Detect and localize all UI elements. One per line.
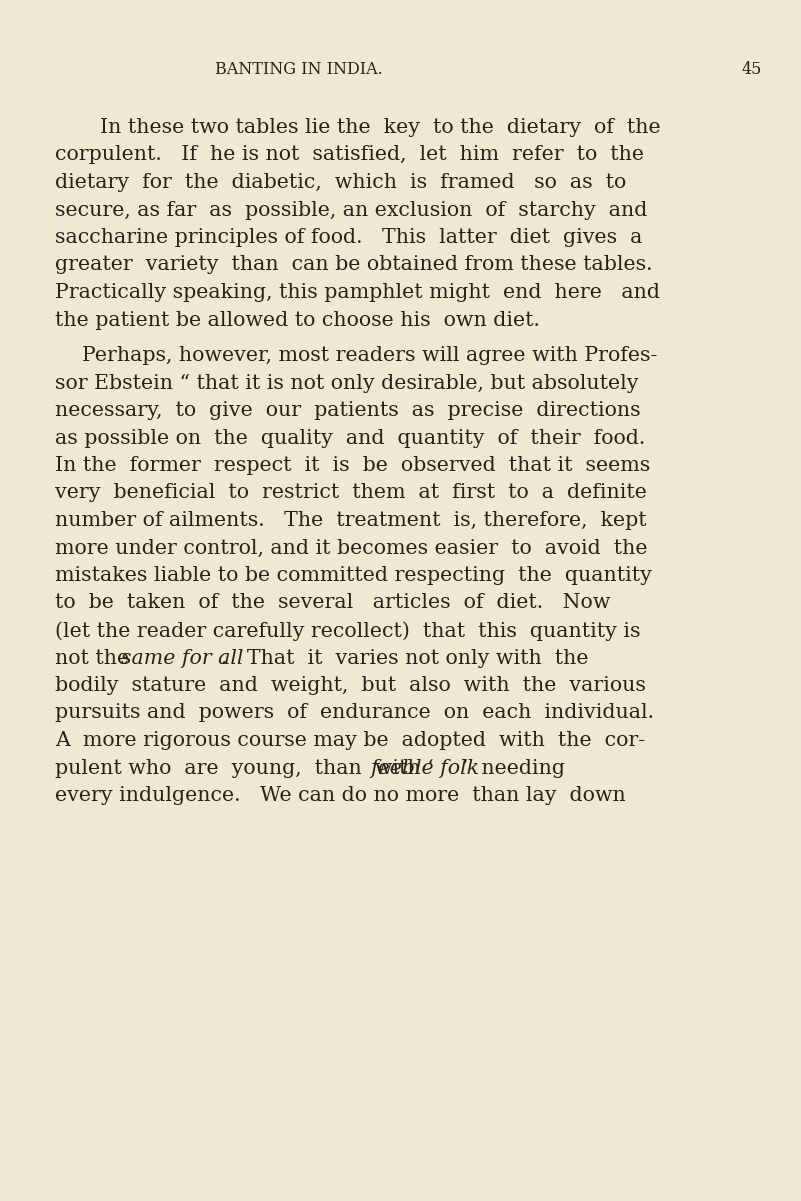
Text: BANTING IN INDIA.: BANTING IN INDIA. — [215, 61, 383, 78]
Text: every indulgence.   We can do no more  than lay  down: every indulgence. We can do no more than… — [55, 785, 626, 805]
Text: 45: 45 — [742, 61, 763, 78]
Text: more under control, and it becomes easier  to  avoid  the: more under control, and it becomes easie… — [55, 538, 647, 557]
Text: bodily  stature  and  weight,  but  also  with  the  various: bodily stature and weight, but also with… — [55, 676, 646, 695]
Text: Practically speaking, this pamphlet might  end  here   and: Practically speaking, this pamphlet migh… — [55, 283, 660, 301]
Text: A  more rigorous course may be  adopted  with  the  cor-: A more rigorous course may be adopted wi… — [55, 731, 645, 749]
Text: secure, as far  as  possible, an exclusion  of  starchy  and: secure, as far as possible, an exclusion… — [55, 201, 647, 220]
Text: saccharine principles of food.   This  latter  diet  gives  a: saccharine principles of food. This latt… — [55, 228, 642, 247]
Text: pulent who  are  young,  than  with ‘: pulent who are young, than with ‘ — [55, 759, 441, 777]
Text: same for all: same for all — [122, 649, 244, 668]
Text: In the  former  respect  it  is  be  observed  that it  seems: In the former respect it is be observed … — [55, 456, 650, 476]
Text: the patient be allowed to choose his  own diet.: the patient be allowed to choose his own… — [55, 311, 540, 329]
Text: to  be  taken  of  the  several   articles  of  diet.   Now: to be taken of the several articles of d… — [55, 593, 610, 613]
Text: greater  variety  than  can be obtained from these tables.: greater variety than can be obtained fro… — [55, 256, 653, 275]
Text: not the: not the — [55, 649, 135, 668]
Text: as possible on  the  quality  and  quantity  of  their  food.: as possible on the quality and quantity … — [55, 429, 646, 448]
Text: number of ailments.   The  treatment  is, therefore,  kept: number of ailments. The treatment is, th… — [55, 510, 646, 530]
Text: necessary,  to  give  our  patients  as  precise  directions: necessary, to give our patients as preci… — [55, 401, 641, 420]
Text: very  beneficial  to  restrict  them  at  first  to  a  definite: very beneficial to restrict them at firs… — [55, 484, 647, 502]
Text: pursuits and  powers  of  endurance  on  each  individual.: pursuits and powers of endurance on each… — [55, 704, 654, 723]
Text: mistakes liable to be committed respecting  the  quantity: mistakes liable to be committed respecti… — [55, 566, 652, 585]
Text: Perhaps, however, most readers will agree with Profes-: Perhaps, however, most readers will agre… — [82, 346, 658, 365]
Text: corpulent.   If  he is not  satisfied,  let  him  refer  to  the: corpulent. If he is not satisfied, let h… — [55, 145, 644, 165]
Text: In these two tables lie the  key  to the  dietary  of  the: In these two tables lie the key to the d… — [100, 118, 661, 137]
Text: feeble folk: feeble folk — [370, 759, 480, 777]
Text: ’  needing: ’ needing — [461, 759, 565, 777]
Text: .   That  it  varies not only with  the: . That it varies not only with the — [221, 649, 589, 668]
Text: dietary  for  the  diabetic,  which  is  framed   so  as  to: dietary for the diabetic, which is frame… — [55, 173, 626, 192]
Text: (let the reader carefully recollect)  that  this  quantity is: (let the reader carefully recollect) tha… — [55, 621, 641, 640]
Text: sor Ebstein “ that it is not only desirable, but absolutely: sor Ebstein “ that it is not only desira… — [55, 374, 638, 393]
